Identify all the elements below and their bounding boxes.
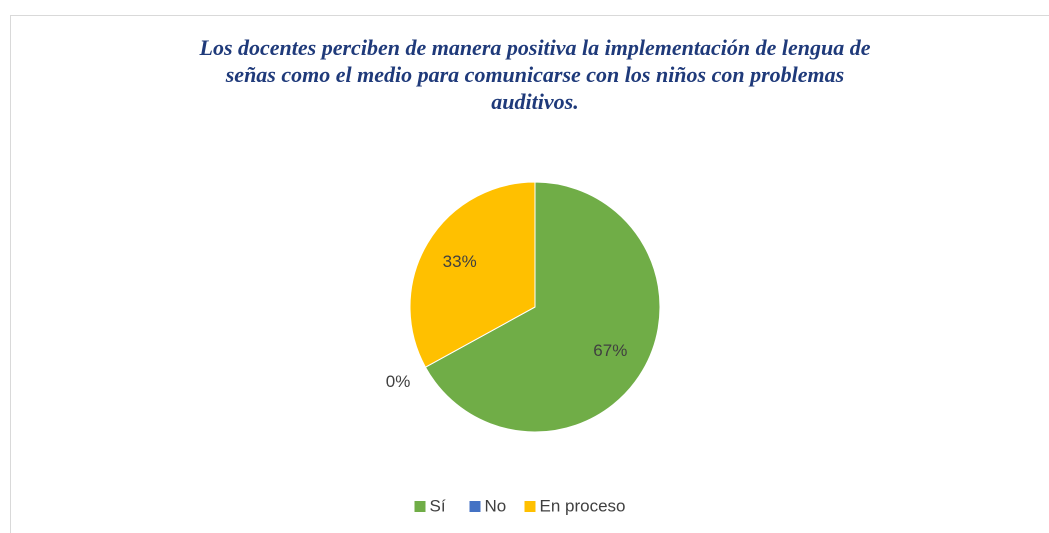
chart-title: señas como el medio para comunicarse con… [225,62,844,87]
chart-title: auditivos. [491,89,578,114]
legend-label: En proceso [540,496,626,515]
data-label: 33% [443,252,477,271]
data-label: 67% [593,341,627,360]
data-label: 0% [386,372,411,391]
legend-label: No [485,496,507,515]
legend-label: Sí [430,496,446,515]
legend-swatch [469,501,481,512]
legend-swatch [524,501,536,512]
chart-title: Los docentes perciben de manera positiva… [199,35,871,60]
pie-slice [409,181,536,368]
pie-slice [424,181,661,433]
legend-swatch [414,501,426,512]
